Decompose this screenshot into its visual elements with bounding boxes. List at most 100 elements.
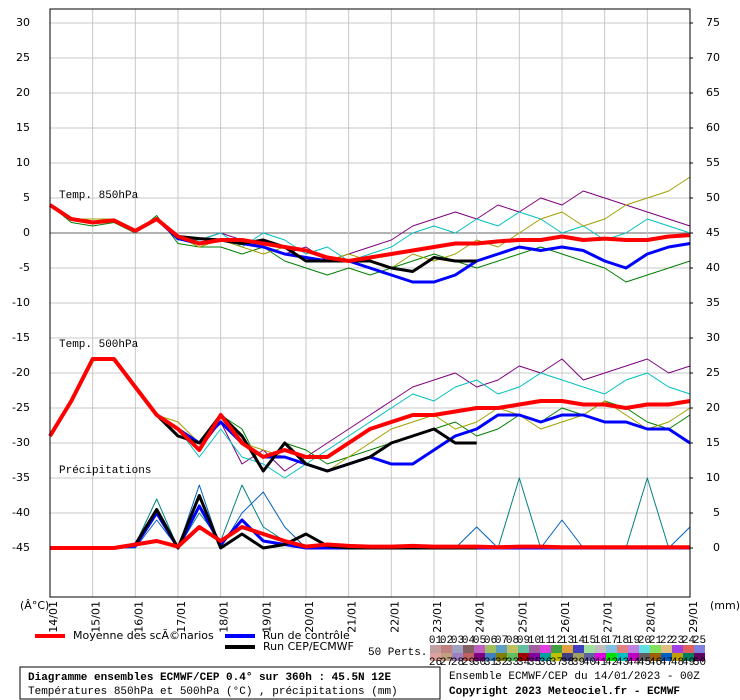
key-label: 04 — [462, 635, 476, 647]
x-tick-label: 26/01 — [559, 601, 572, 633]
y2-tick-label: 15 — [706, 436, 720, 449]
key-swatch — [672, 645, 683, 653]
key-swatch — [595, 653, 606, 661]
x-tick-label: 23/01 — [431, 601, 444, 633]
key-swatch — [606, 645, 617, 653]
key-label: 47 — [660, 657, 673, 669]
key-swatch — [496, 645, 507, 653]
y-tick-label: 10 — [16, 156, 30, 169]
y-unit: (Â°C) — [20, 599, 49, 612]
series-line — [48, 203, 691, 263]
key-swatch — [441, 645, 452, 653]
x-tick-label: 24/01 — [474, 601, 487, 633]
y2-tick-label: 5 — [713, 506, 720, 519]
x-tick-label: 18/01 — [218, 601, 231, 633]
key-swatch — [474, 645, 485, 653]
key-label: 43 — [616, 657, 629, 669]
y2-tick-label: 10 — [706, 471, 720, 484]
key-swatch — [661, 653, 672, 661]
key-label: 27 — [440, 657, 453, 669]
panel-label: Temp. 850hPa — [59, 190, 139, 202]
key-label: 22 — [660, 635, 673, 647]
key-swatch — [617, 653, 628, 661]
y-tick-label: 20 — [16, 86, 30, 99]
key-swatch — [584, 645, 595, 653]
key-swatch — [683, 653, 694, 661]
key-label: 42 — [605, 657, 618, 669]
key-swatch — [518, 645, 529, 653]
key-swatch — [551, 645, 562, 653]
x-tick-label: 15/01 — [90, 601, 103, 633]
key-label: 36 — [539, 657, 552, 669]
x-tick-label: 22/01 — [388, 601, 401, 633]
key-swatch — [650, 645, 661, 653]
key-label: 44 — [627, 657, 641, 669]
key-label: 30 — [473, 657, 486, 669]
copyright: Copyright 2023 Meteociel.fr - ECMWF — [449, 686, 680, 698]
key-swatch — [463, 645, 474, 653]
run-info: Ensemble ECMWF/CEP du 14/01/2023 - 00Z — [449, 671, 700, 683]
key-swatch — [452, 645, 463, 653]
legend: Moyenne des scÃ©narios Run de contrôleRun… — [35, 629, 354, 653]
key-label: 17 — [605, 635, 618, 647]
x-tick-label: 21/01 — [346, 601, 359, 633]
key-label: 45 — [638, 657, 651, 669]
key-label: 31 — [484, 657, 498, 669]
key-swatch — [474, 653, 485, 661]
grid: 302520151050-5-10-15-20-25-30-35-40-4575… — [12, 9, 720, 633]
y-tick-label: 25 — [16, 51, 30, 64]
key-swatch — [617, 645, 628, 653]
y-tick-label: -35 — [12, 471, 30, 484]
perturbation-key: 0102030405060708091011121314151617181920… — [429, 635, 706, 669]
y2-tick-label: 60 — [706, 121, 720, 134]
y2-tick-label: 55 — [706, 156, 720, 169]
key-label: 08 — [506, 635, 519, 647]
key-label: 15 — [583, 635, 596, 647]
key-label: 40 — [583, 657, 596, 669]
key-swatch — [441, 653, 452, 661]
chart-subtitle: Températures 850hPa et 500hPa (°C) , pré… — [28, 686, 398, 698]
y-tick-label: -45 — [12, 541, 30, 554]
key-label: 16 — [594, 635, 607, 647]
x-tick-label: 27/01 — [602, 601, 615, 633]
x-tick-label: 19/01 — [260, 601, 273, 633]
key-swatch — [507, 645, 518, 653]
y2-tick-label: 70 — [706, 51, 720, 64]
key-label: 10 — [528, 635, 541, 647]
key-label: 14 — [572, 635, 586, 647]
key-swatch — [529, 653, 540, 661]
x-tick-label: 17/01 — [175, 601, 188, 633]
series-line — [48, 357, 691, 459]
y2-tick-label: 0 — [713, 541, 720, 554]
key-swatch — [628, 645, 639, 653]
key-swatch — [540, 653, 551, 661]
key-swatch — [496, 653, 507, 661]
key-label: 05 — [473, 635, 486, 647]
y-tick-label: -40 — [12, 506, 30, 519]
key-swatch — [683, 645, 694, 653]
y2-unit: (mm) — [710, 599, 740, 612]
key-swatch — [606, 653, 617, 661]
y2-tick-label: 45 — [706, 226, 720, 239]
key-swatch — [485, 645, 496, 653]
legend-label: Run CEP/ECMWF — [263, 640, 354, 653]
key-swatch — [562, 653, 573, 661]
plot-lines — [48, 176, 691, 550]
x-tick-label: 25/01 — [516, 601, 529, 633]
key-label: 02 — [440, 635, 453, 647]
key-label: 33 — [506, 657, 519, 669]
key-swatch — [540, 645, 551, 653]
key-swatch — [430, 653, 441, 661]
key-label: 24 — [682, 635, 696, 647]
y-tick-label: -25 — [12, 401, 30, 414]
key-label: 48 — [671, 657, 684, 669]
plot-frame — [49, 8, 691, 598]
key-swatch — [507, 653, 518, 661]
y-tick-label: 0 — [23, 226, 30, 239]
key-label: 41 — [594, 657, 608, 669]
y-tick-label: -10 — [12, 296, 30, 309]
key-swatch — [694, 645, 705, 653]
key-label: 12 — [550, 635, 563, 647]
y2-tick-label: 25 — [706, 366, 720, 379]
